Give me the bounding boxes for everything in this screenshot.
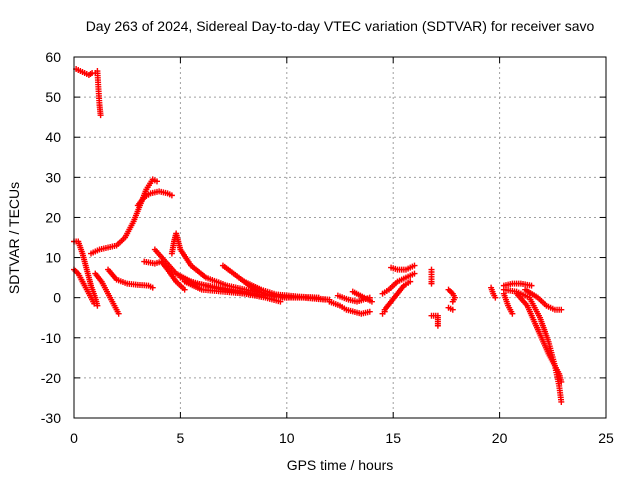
y-tick-label: -10	[41, 330, 61, 346]
x-tick-label: 20	[492, 430, 508, 446]
data-point	[449, 298, 456, 305]
data-point	[509, 310, 516, 317]
data-point	[91, 300, 98, 307]
x-axis-label: GPS time / hours	[287, 457, 394, 473]
data-point	[94, 302, 101, 309]
data-point	[449, 306, 456, 313]
data-point	[558, 306, 565, 313]
data-point	[411, 270, 418, 277]
data-point	[97, 112, 104, 119]
data-point	[528, 282, 535, 289]
y-tick-label: 0	[53, 290, 61, 306]
y-tick-label: 50	[45, 89, 61, 105]
data-point	[322, 296, 329, 303]
data-points	[71, 66, 565, 405]
data-point	[315, 294, 322, 301]
data-point	[407, 278, 414, 285]
data-point	[558, 398, 565, 405]
data-point	[428, 280, 435, 287]
data-point	[411, 262, 418, 269]
data-point	[149, 284, 156, 291]
x-tick-label: 25	[598, 430, 614, 446]
y-tick-label: -20	[41, 370, 61, 386]
data-point	[558, 378, 565, 385]
data-point	[366, 308, 373, 315]
y-tick-label: 40	[45, 129, 61, 145]
data-point	[368, 298, 375, 305]
y-tick-label: -30	[41, 410, 61, 426]
data-point	[434, 322, 441, 329]
x-tick-label: 5	[177, 430, 185, 446]
data-point	[115, 310, 122, 317]
y-tick-label: 30	[45, 169, 61, 185]
y-axis-label: SDTVAR / TECUs	[6, 182, 22, 294]
chart-title: Day 263 of 2024, Sidereal Day-to-day VTE…	[86, 18, 595, 34]
data-point	[181, 286, 188, 293]
data-point	[492, 294, 499, 301]
data-point	[153, 178, 160, 185]
axis-ticks: 0 5 10 15 20 25 -30 -20 -10 0 10 20 30 40 50 60	[41, 49, 614, 446]
x-tick-label: 10	[279, 430, 295, 446]
data-point	[381, 308, 388, 315]
plot-frame	[73, 56, 607, 419]
y-tick-label: 10	[45, 250, 61, 266]
y-tick-label: 60	[45, 49, 61, 65]
x-tick-label: 0	[70, 430, 78, 446]
x-tick-label: 15	[385, 430, 401, 446]
y-tick-label: 20	[45, 209, 61, 225]
data-point	[168, 192, 175, 199]
